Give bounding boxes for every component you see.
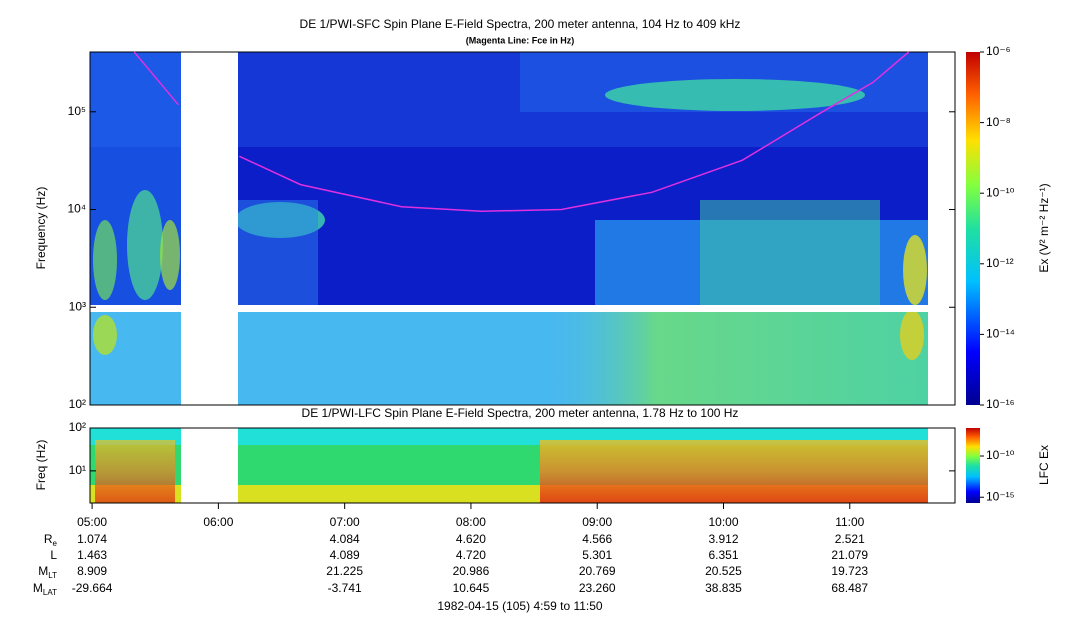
ephemeris-value: -3.741 bbox=[328, 581, 362, 595]
sfc-title: DE 1/PWI-SFC Spin Plane E-Field Spectra,… bbox=[300, 17, 741, 31]
ephemeris-value: 2.521 bbox=[835, 532, 865, 546]
ephemeris-label-sub: LT bbox=[48, 571, 57, 580]
ephemeris-value: 20.525 bbox=[705, 564, 742, 578]
sfc-colorbar-label: Ex (V² m⁻² Hz⁻¹) bbox=[1037, 183, 1051, 272]
y-tick-label: 10¹ bbox=[69, 463, 86, 477]
sfc-colorbar bbox=[966, 52, 980, 405]
lfc-title: DE 1/PWI-LFC Spin Plane E-Field Spectra,… bbox=[302, 406, 739, 420]
colorbar-tick-label: 10⁻⁶ bbox=[986, 44, 1011, 58]
ephemeris-value: 5.301 bbox=[582, 548, 612, 562]
ephemeris-value: 19.723 bbox=[831, 564, 868, 578]
ephemeris-value: 21.225 bbox=[326, 564, 363, 578]
ephemeris-value: 21.079 bbox=[831, 548, 868, 562]
lfc-frame bbox=[89, 427, 956, 504]
y-tick-label: 10⁵ bbox=[68, 104, 86, 118]
ephemeris-value: 8.909 bbox=[77, 564, 107, 578]
ephemeris-label-main: M bbox=[33, 581, 43, 595]
y-tick-label: 10⁴ bbox=[67, 202, 86, 216]
ephemeris-value: 10.645 bbox=[453, 581, 490, 595]
lfc-heatmap bbox=[90, 428, 928, 503]
colorbar-tick-label: 10⁻¹⁰ bbox=[986, 448, 1015, 462]
colorbar-tick-label: 10⁻¹⁵ bbox=[986, 489, 1015, 503]
ephemeris-label: L bbox=[50, 548, 57, 562]
y-tick-label: 10³ bbox=[69, 299, 86, 313]
ephemeris-value: 4.620 bbox=[456, 532, 486, 546]
sfc-heatmap bbox=[90, 52, 955, 405]
ephemeris-label: MLT bbox=[38, 564, 57, 580]
fce-line bbox=[133, 51, 910, 213]
lfc-colorbar-label: LFC Ex bbox=[1037, 445, 1051, 485]
lfc-y-label: Freq (Hz) bbox=[34, 440, 48, 491]
ephemeris-label: MLAT bbox=[33, 581, 57, 597]
ephemeris-value: 1.463 bbox=[77, 548, 107, 562]
footer: 1982-04-15 (105) 4:59 to 11:50 bbox=[437, 599, 603, 613]
colorbar-tick-label: 10⁻¹⁴ bbox=[986, 327, 1015, 341]
ephemeris-value: 4.089 bbox=[330, 548, 360, 562]
x-tick-label: 05:00 bbox=[77, 515, 107, 529]
sfc-subtitle: (Magenta Line: Fce in Hz) bbox=[466, 35, 575, 45]
ephemeris-value: -29.664 bbox=[72, 581, 113, 595]
ephemeris-value: 20.986 bbox=[453, 564, 490, 578]
ephemeris-label-main: L bbox=[50, 548, 57, 562]
x-tick-label: 09:00 bbox=[582, 515, 612, 529]
ephemeris-value: 20.769 bbox=[579, 564, 616, 578]
x-tick-label: 07:00 bbox=[330, 515, 360, 529]
ephemeris-value: 4.720 bbox=[456, 548, 486, 562]
ephemeris-label-main: R bbox=[44, 532, 53, 546]
colorbar-tick-label: 10⁻¹² bbox=[986, 256, 1014, 270]
ephemeris-value: 3.912 bbox=[708, 532, 738, 546]
sfc-frame bbox=[89, 51, 956, 406]
colorbar-tick-label: 10⁻⁸ bbox=[986, 115, 1011, 129]
y-tick-label: 10² bbox=[69, 420, 86, 434]
ephemeris-value: 4.084 bbox=[330, 532, 360, 546]
x-tick-label: 10:00 bbox=[708, 515, 738, 529]
ephemeris-value: 6.351 bbox=[708, 548, 738, 562]
ephemeris-value: 68.487 bbox=[831, 581, 868, 595]
ephemeris-value: 4.566 bbox=[582, 532, 612, 546]
ephemeris-label-main: M bbox=[38, 564, 48, 578]
ephemeris-label: Re bbox=[44, 532, 58, 548]
ephemeris-value: 1.074 bbox=[77, 532, 107, 546]
lfc-colorbar bbox=[966, 428, 980, 503]
x-tick-label: 06:00 bbox=[203, 515, 233, 529]
ephemeris-value: 23.260 bbox=[579, 581, 616, 595]
colorbar-tick-label: 10⁻¹⁶ bbox=[986, 397, 1015, 411]
x-tick-label: 08:00 bbox=[456, 515, 486, 529]
y-tick-label: 10² bbox=[69, 397, 86, 411]
ephemeris-label-sub: LAT bbox=[43, 588, 57, 597]
ephemeris-label-sub: e bbox=[53, 539, 58, 548]
x-tick-label: 11:00 bbox=[835, 515, 864, 529]
colorbar-tick-label: 10⁻¹⁰ bbox=[986, 185, 1015, 199]
sfc-y-label: Frequency (Hz) bbox=[34, 187, 48, 270]
ephemeris-value: 38.835 bbox=[705, 581, 742, 595]
